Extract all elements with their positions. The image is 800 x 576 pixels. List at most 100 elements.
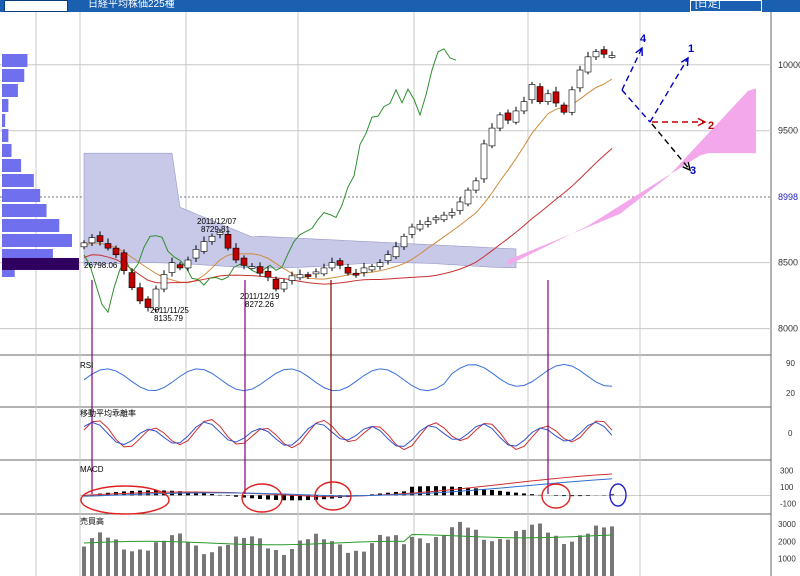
macd-bar — [298, 495, 302, 501]
candle-body — [592, 51, 600, 58]
candle-body — [160, 274, 168, 290]
macd-bar — [530, 494, 534, 496]
volume-tick: 2000 — [778, 537, 796, 546]
forecast-arrow-4 — [621, 47, 643, 91]
candle-body — [312, 271, 320, 275]
candle-body — [536, 86, 544, 103]
volume-bar — [442, 535, 446, 576]
chart-title: 日経平均株価225種 — [88, 0, 175, 10]
candle-body — [568, 89, 576, 113]
volume-profile-bar — [2, 69, 25, 82]
sub-panels — [80, 363, 771, 576]
macd-bar — [378, 493, 382, 496]
y-tick-label: 9500 — [778, 126, 798, 136]
volume-bar — [266, 548, 270, 576]
volume-bar — [578, 535, 582, 576]
candle-body — [600, 49, 608, 55]
volume-bar — [570, 541, 574, 576]
candle-body — [344, 266, 352, 274]
volume-bar — [386, 536, 390, 576]
volume-bar — [426, 543, 430, 576]
rsi-tick: 90 — [786, 359, 795, 368]
candle-body — [248, 266, 256, 269]
candle-body — [168, 262, 176, 273]
candle-body — [416, 224, 424, 230]
candle-body — [192, 249, 200, 259]
period-box[interactable] — [690, 0, 762, 12]
volume-profile-bar — [2, 204, 47, 217]
volume-bar — [130, 551, 134, 576]
volume-profile-bar — [2, 54, 28, 67]
volume-profile — [2, 54, 79, 277]
candles — [80, 46, 616, 312]
candle-body — [176, 264, 184, 269]
volume-bar — [170, 535, 174, 576]
volume-profile-bar — [2, 159, 22, 172]
volume-bar — [530, 524, 534, 576]
volume-bar — [402, 544, 406, 576]
macd-tick: -100 — [780, 500, 797, 509]
volume-tick: 3000 — [778, 520, 796, 529]
candle-body — [80, 242, 88, 248]
volume-bar — [274, 550, 278, 576]
candle-body — [576, 69, 584, 89]
window-control-box[interactable] — [4, 0, 68, 12]
macd-bar — [394, 491, 398, 496]
macd-bar — [306, 495, 310, 501]
forecast-label-1: 1 — [688, 43, 694, 55]
candle-body — [504, 112, 512, 121]
candle-body — [464, 189, 472, 205]
volume-bar — [490, 541, 494, 576]
period-label: [日足] — [695, 0, 721, 10]
volume-bar — [242, 537, 246, 576]
rsi-title: RSI — [80, 361, 93, 370]
volume-bar — [458, 521, 462, 576]
panel-frames — [0, 12, 772, 576]
candle-body — [376, 262, 384, 267]
volume-profile-bar — [2, 234, 72, 247]
candle-body — [296, 274, 304, 279]
macd-tick: 100 — [780, 483, 794, 492]
candle-body — [424, 221, 432, 225]
candle-body — [456, 201, 464, 211]
volume-bar — [122, 549, 126, 576]
stock-chart: RSI 移動平均乖離率 MACD 売買高 2011/12/07 8729.81 … — [0, 12, 800, 576]
signal-ellipse — [314, 481, 352, 511]
candle-body — [272, 278, 280, 290]
forecast-label-3: 3 — [690, 165, 696, 177]
volume-bar — [186, 542, 190, 576]
macd-bar — [410, 486, 414, 496]
candle-body — [96, 235, 104, 242]
volume-bar — [346, 552, 350, 576]
forecast-label-4: 4 — [640, 33, 647, 45]
volume-bar — [602, 527, 606, 576]
volume-bar — [250, 536, 254, 576]
macd-bar — [250, 495, 254, 499]
candle-body — [488, 127, 496, 147]
macd-bar — [282, 495, 286, 501]
volume-profile-bar — [2, 114, 6, 127]
volume-bar — [506, 539, 510, 576]
volume-bar — [258, 538, 262, 576]
candle-body — [152, 288, 160, 310]
candle-body — [144, 298, 152, 308]
forecast-arrow-2-head — [697, 117, 707, 127]
macd-bar — [370, 494, 374, 496]
volume-bar — [586, 533, 590, 576]
y-tick-label: 10000 — [778, 60, 800, 70]
candle-body — [120, 252, 128, 271]
macd-bar — [450, 486, 454, 496]
conversion-line — [83, 148, 613, 285]
candle-body — [520, 101, 528, 112]
candle-body — [448, 212, 456, 216]
candle-body — [200, 241, 208, 252]
candle-body — [104, 243, 112, 249]
candle-body — [224, 233, 232, 249]
deviation-line-1 — [83, 419, 613, 451]
candle-body — [512, 110, 520, 123]
volume-bar — [354, 550, 358, 576]
volume-bar — [378, 534, 382, 576]
macd-bar — [314, 495, 318, 500]
forecast-arrows — [621, 46, 707, 172]
macd-bar — [586, 495, 590, 496]
